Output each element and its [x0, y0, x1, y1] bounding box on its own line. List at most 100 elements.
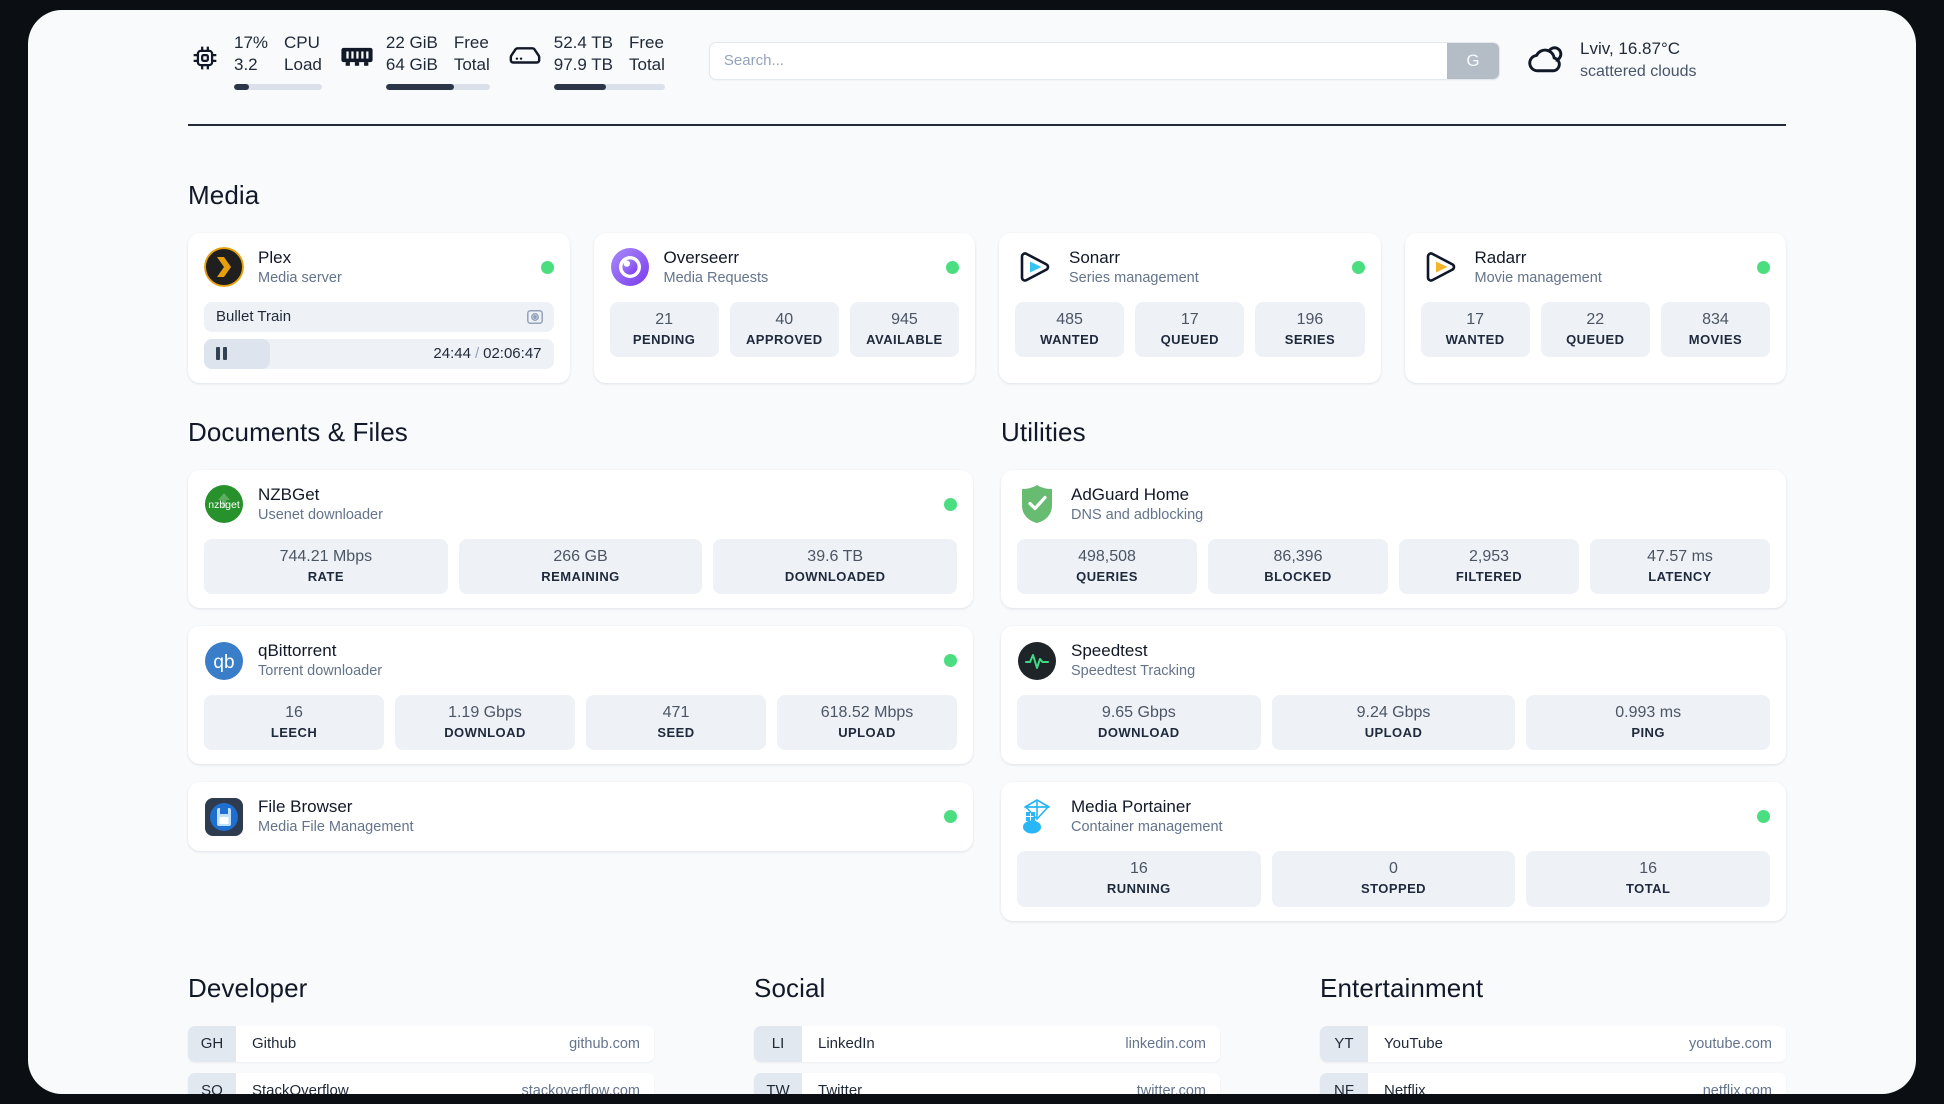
stat-label: QUEUED — [1566, 331, 1625, 347]
stat-value: 9.24 Gbps — [1356, 704, 1431, 722]
bookmark-item-stackoverflow[interactable]: SO StackOverflow stackoverflow.com — [188, 1072, 654, 1095]
stat-label: STOPPED — [1360, 881, 1427, 897]
bookmark-group-title: Social — [754, 972, 826, 1003]
stat-tile: 86,396 BLOCKED — [1208, 538, 1388, 595]
memory-label-bottom: Total — [453, 54, 490, 74]
section-title-media: Media — [188, 180, 260, 210]
section-title-documents: Documents & Files — [188, 416, 408, 447]
search-submit-button[interactable]: G — [1447, 42, 1499, 79]
service-card-overseerr[interactable]: Overseerr Media Requests 21 PENDING 40 A… — [593, 233, 975, 383]
sonarr-icon — [1015, 247, 1055, 287]
service-name: NZBGet — [258, 484, 320, 504]
status-badge — [944, 654, 957, 668]
stat-label: DOWNLOAD — [1098, 725, 1180, 741]
speedtest-icon — [1017, 641, 1057, 681]
stat-tile: 9.24 Gbps UPLOAD — [1271, 695, 1516, 751]
bookmark-item-linkedin[interactable]: LI LinkedIn linkedin.com — [754, 1025, 1220, 1062]
header-divider — [188, 124, 1786, 126]
stat-value: 21 — [655, 310, 673, 328]
utilities-card-stack: AdGuard Home DNS and adblocking 498,508 … — [1001, 469, 1786, 921]
weather-widget: Lviv, 16.87°C scattered clouds — [1526, 38, 1756, 83]
ram-icon — [340, 43, 374, 77]
now-playing-title-row: Bullet Train — [204, 301, 554, 332]
now-playing-progress[interactable]: 24:44/02:06:47 — [204, 338, 554, 369]
bookmark-item-github[interactable]: GH Github github.com — [188, 1025, 654, 1062]
service-card-speedtest[interactable]: Speedtest Speedtest Tracking 9.65 Gbps D… — [1001, 626, 1786, 765]
bookmark-list: LI LinkedIn linkedin.com TW Twitter twit… — [754, 1025, 1220, 1094]
cpu-label-top: CPU — [284, 33, 320, 52]
bookmark-group-title: Entertainment — [1320, 972, 1484, 1003]
header: 17% 3.2 CPU Load — [28, 10, 1916, 128]
stat-value: 0 — [1389, 860, 1398, 878]
bookmark-item-twitter[interactable]: TW Twitter twitter.com — [754, 1072, 1220, 1094]
service-card-radarr[interactable]: Radarr Movie management 17 WANTED 22 QUE… — [1404, 233, 1786, 383]
disk-total-value: 97.9 TB — [553, 54, 613, 74]
dashboard-page: 17% 3.2 CPU Load — [28, 10, 1916, 1094]
stat-label: APPROVED — [745, 331, 823, 347]
bookmark-url: stackoverflow.com — [521, 1082, 640, 1095]
service-card-sonarr[interactable]: Sonarr Series management 485 WANTED 17 Q… — [999, 233, 1381, 383]
stat-value: 9.65 Gbps — [1101, 704, 1176, 722]
cpu-load-value: 3.2 — [234, 54, 258, 74]
status-badge — [1757, 810, 1770, 824]
bookmark-name: YouTube — [1384, 1035, 1443, 1052]
stat-label: QUERIES — [1076, 568, 1138, 584]
media-card-grid: Plex Media server Bullet Train — [188, 233, 1786, 383]
stat-tile: 471 SEED — [586, 695, 766, 751]
disk-icon — [508, 43, 542, 77]
service-card-adguard-home[interactable]: AdGuard Home DNS and adblocking 498,508 … — [1001, 469, 1786, 609]
bookmark-item-netflix[interactable]: NF Netflix netflix.com — [1320, 1072, 1786, 1094]
weather-description: scattered clouds — [1580, 63, 1697, 81]
status-badge — [944, 810, 957, 824]
stat-label: LATENCY — [1648, 568, 1712, 584]
cast-icon[interactable] — [526, 308, 544, 326]
stat-label: SEED — [657, 725, 695, 741]
service-description: Container management — [1071, 819, 1223, 836]
status-badge — [540, 260, 554, 274]
resource-disk: 52.4 TB 97.9 TB Free Total — [508, 32, 683, 90]
search-input[interactable] — [709, 42, 1447, 79]
bookmark-badge: LI — [754, 1025, 802, 1062]
search-area: G — [708, 41, 1500, 80]
service-card-nzbget[interactable]: nzbget NZBGet Usenet downloader 74 — [188, 469, 973, 609]
bookmark-item-youtube[interactable]: YT YouTube youtube.com — [1320, 1025, 1786, 1062]
bookmarks-grid: Developer GH Github github.com SO StackO… — [188, 972, 1786, 1095]
status-badge — [1351, 260, 1365, 274]
service-description: Media Requests — [663, 270, 769, 287]
stat-tile: 39.6 TB DOWNLOADED — [713, 538, 958, 595]
stat-label: FILTERED — [1455, 568, 1523, 584]
now-playing-elapsed: 24:44 — [433, 345, 471, 363]
bookmark-group-developer: Developer GH Github github.com SO StackO… — [188, 973, 654, 1095]
pause-icon[interactable] — [216, 347, 227, 361]
stat-tile: 485 WANTED — [1015, 301, 1125, 358]
documents-card-stack: nzbget NZBGet Usenet downloader 74 — [188, 469, 973, 852]
service-name: AdGuard Home — [1071, 484, 1190, 504]
stat-label: RATE — [307, 568, 344, 584]
stat-tile: 40 APPROVED — [729, 301, 839, 358]
service-card-media-portainer[interactable]: Media Portainer Container management 16 … — [1001, 782, 1786, 921]
service-card-file-browser[interactable]: File Browser Media File Management — [188, 782, 973, 852]
stat-value: 196 — [1296, 310, 1324, 328]
stat-value: 618.52 Mbps — [820, 704, 914, 722]
stat-value: 498,508 — [1078, 547, 1136, 565]
disk-free-value: 52.4 TB — [553, 33, 613, 52]
overseerr-icon — [610, 247, 650, 287]
stat-value: 17 — [1466, 310, 1484, 328]
stat-tile: 196 SERIES — [1255, 301, 1365, 358]
service-card-plex[interactable]: Plex Media server Bullet Train — [188, 233, 570, 383]
memory-usage-bar — [385, 83, 490, 90]
service-name: File Browser — [258, 797, 353, 817]
qbittorrent-icon: qb — [204, 641, 244, 681]
bookmark-badge: YT — [1320, 1025, 1368, 1062]
search-box[interactable]: G — [708, 41, 1500, 80]
service-description: Speedtest Tracking — [1071, 663, 1196, 680]
plex-icon — [204, 247, 244, 288]
service-card-qbittorrent[interactable]: qb qBittorrent Torrent downloader — [188, 626, 973, 765]
stat-tile: 618.52 Mbps UPLOAD — [777, 695, 957, 751]
service-name: Radarr — [1474, 248, 1527, 267]
bookmark-url: github.com — [569, 1035, 640, 1052]
adguard-icon — [1017, 484, 1057, 524]
status-badge — [1757, 260, 1770, 274]
service-name: Sonarr — [1069, 248, 1121, 267]
stat-row: 485 WANTED 17 QUEUED 196 SERIES — [1015, 301, 1365, 358]
